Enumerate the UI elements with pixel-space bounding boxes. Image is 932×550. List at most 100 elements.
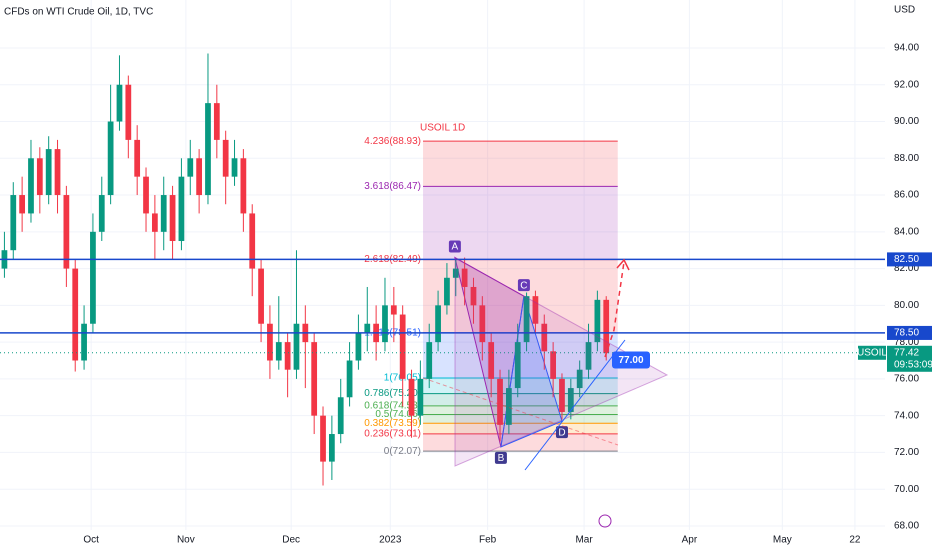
fib-zone [423, 433, 618, 452]
candle-body [390, 305, 397, 315]
candle-body [134, 139, 141, 177]
price-tag [887, 345, 932, 372]
fib-zone [423, 405, 618, 415]
candle-body [488, 342, 495, 379]
pattern-point-label: B [498, 453, 505, 464]
candle-body [567, 388, 574, 412]
plot-area: 4.236(88.93)3.618(86.47)2.618(82.49)1.61… [0, 0, 885, 530]
candle-body [585, 342, 592, 370]
fib-label: 0.786(75.20) [364, 388, 421, 399]
fib-label: 0(72.07) [384, 446, 421, 457]
y-tick-label: 94.00 [894, 43, 919, 54]
candle-body [426, 342, 433, 379]
y-tick-label: 86.00 [894, 190, 919, 201]
x-tick-label: 22 [849, 535, 861, 546]
currency: USD [894, 5, 915, 16]
x-tick-label: Oct [83, 535, 99, 546]
fib-zone [423, 423, 618, 434]
candle-body [240, 158, 247, 214]
candle-body [320, 415, 326, 462]
candle-body [603, 299, 610, 354]
candle-body [594, 299, 601, 343]
y-tick-label: 70.00 [894, 484, 919, 495]
candle-body [116, 84, 123, 122]
candle-body [382, 305, 388, 343]
fib-label: 4.236(88.93) [364, 136, 421, 147]
pattern-point-bg [517, 279, 530, 292]
candle-body [311, 342, 318, 416]
candle-body [213, 103, 220, 140]
level-tag [887, 252, 932, 267]
trend-line [422, 377, 619, 446]
candle-body [36, 158, 43, 196]
candle-body [452, 268, 459, 278]
fib-label: 0.382(73.59) [364, 418, 421, 429]
candle-body [576, 369, 583, 389]
fib-label: 3.618(86.47) [364, 181, 421, 192]
x-tick-label: Mar [575, 535, 593, 546]
y-tick-label: 82.00 [894, 263, 919, 274]
projection-arrow [604, 261, 625, 358]
candle-body [417, 378, 424, 416]
candle-body [107, 121, 114, 196]
price-label: 77.42 [894, 347, 919, 358]
candle-body [258, 268, 264, 324]
candle-body [178, 176, 185, 242]
y-tick-label: 80.00 [894, 300, 919, 311]
candle-body [559, 378, 565, 412]
candle-body [169, 195, 176, 242]
x-tick-label: Apr [682, 535, 698, 546]
candle-body [205, 103, 211, 196]
candle-body [267, 323, 273, 361]
triangle-projection [454, 257, 669, 467]
pattern-point-label: A [452, 242, 459, 253]
fib-label: 0.236(73.01) [364, 428, 421, 439]
candle-body [514, 342, 521, 389]
y-tick-label: 84.00 [894, 226, 919, 237]
candle-body [151, 213, 158, 232]
fib-label: 0.618(74.53) [364, 401, 421, 412]
y-tick-label: 88.00 [894, 153, 919, 164]
candle-body [63, 195, 70, 269]
candle-body [196, 158, 203, 196]
event-icon[interactable] [598, 514, 612, 528]
pattern-point-bg [494, 451, 507, 464]
x-tick-label: May [773, 535, 792, 546]
candle-body [72, 268, 79, 361]
target-label: 77.00 [618, 355, 643, 366]
y-tick-label: 92.00 [894, 79, 919, 90]
x-tick-label: Dec [282, 535, 300, 546]
candle-body [45, 149, 52, 196]
candle-body [435, 305, 441, 343]
candle-body [337, 397, 344, 435]
candle-body [461, 268, 468, 287]
time-axis [0, 530, 885, 550]
chart-title: CFDs on WTI Crude Oil, 1D, TVC [4, 7, 153, 18]
candle-body [523, 296, 530, 343]
candle-body [328, 434, 335, 462]
y-tick-label: 68.00 [894, 521, 919, 532]
candle-body [98, 195, 105, 232]
pattern-point-label: D [558, 427, 565, 438]
candle-body [284, 342, 291, 370]
x-tick-label: 2023 [379, 535, 402, 546]
price-axis [885, 0, 932, 550]
y-tick-label: 78.00 [894, 337, 919, 348]
y-tick-label: 74.00 [894, 410, 919, 421]
pattern-triangle [500, 296, 563, 448]
candle-body [90, 231, 96, 324]
fib-label: 0.5(74.06) [375, 409, 421, 420]
fib-zone [423, 414, 618, 424]
candle-body [19, 195, 26, 214]
x-tick-label: Nov [177, 535, 195, 546]
candle-body [497, 378, 503, 425]
trend-line [524, 339, 626, 471]
countdown-label: 09:53:09 [894, 359, 932, 370]
candle-body [231, 158, 238, 177]
candle-body [275, 342, 282, 361]
pattern-point-bg [448, 240, 461, 253]
x-tick-label: Feb [479, 535, 497, 546]
candle-body [479, 305, 486, 343]
symbol-tag [858, 345, 886, 360]
